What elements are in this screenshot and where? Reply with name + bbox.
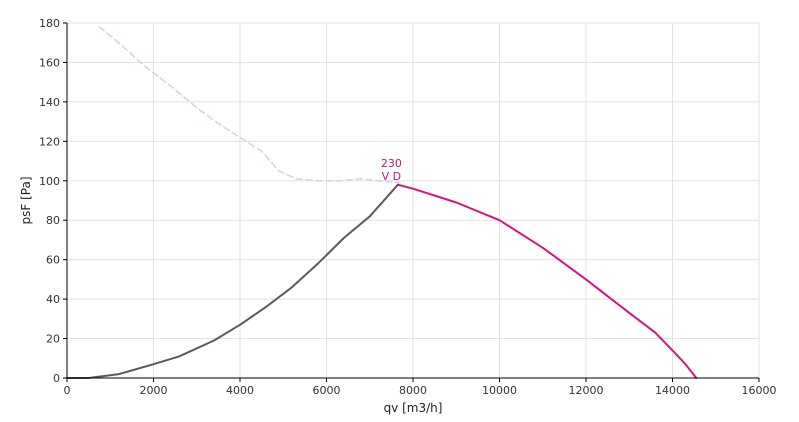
series-line-3 — [396, 183, 698, 379]
x-tick-label: 16000 — [742, 384, 777, 397]
series-line-1 — [98, 26, 401, 184]
x-tick-label: 10000 — [482, 384, 517, 397]
y-tick-label: 80 — [46, 214, 60, 227]
annotation-label: V D — [382, 170, 402, 183]
y-tick-label: 20 — [46, 333, 60, 346]
x-tick-label: 0 — [64, 384, 71, 397]
y-tick-label: 120 — [39, 135, 60, 148]
x-tick-label: 14000 — [655, 384, 690, 397]
y-tick-label: 40 — [46, 293, 60, 306]
y-tick-label: 100 — [39, 175, 60, 188]
y-axis-title: psF [Pa] — [19, 177, 33, 225]
series-line-2 — [66, 183, 399, 379]
x-tick-label: 6000 — [313, 384, 341, 397]
y-tick-label: 160 — [39, 56, 60, 69]
axes — [63, 22, 760, 382]
series-layer — [66, 26, 698, 379]
y-tick-label: 60 — [46, 254, 60, 267]
grid — [67, 22, 760, 378]
x-tick-label: 4000 — [226, 384, 254, 397]
x-tick-label: 2000 — [140, 384, 168, 397]
annotation-label: 230 — [381, 157, 402, 170]
y-tick-label: 180 — [39, 17, 60, 30]
x-tick-labels: 0 2000 4000 6000 8000 10000 12000 14000 16000 — [64, 384, 777, 397]
y-tick-label: 0 — [53, 372, 60, 385]
y-tick-labels: 0 20 40 60 80 100 120 140 160 180 — [39, 17, 60, 385]
x-axis-title: qv [m3/h] — [384, 401, 443, 415]
x-tick-label: 12000 — [569, 384, 604, 397]
y-tick-label: 140 — [39, 96, 60, 109]
x-tick-label: 8000 — [399, 384, 427, 397]
